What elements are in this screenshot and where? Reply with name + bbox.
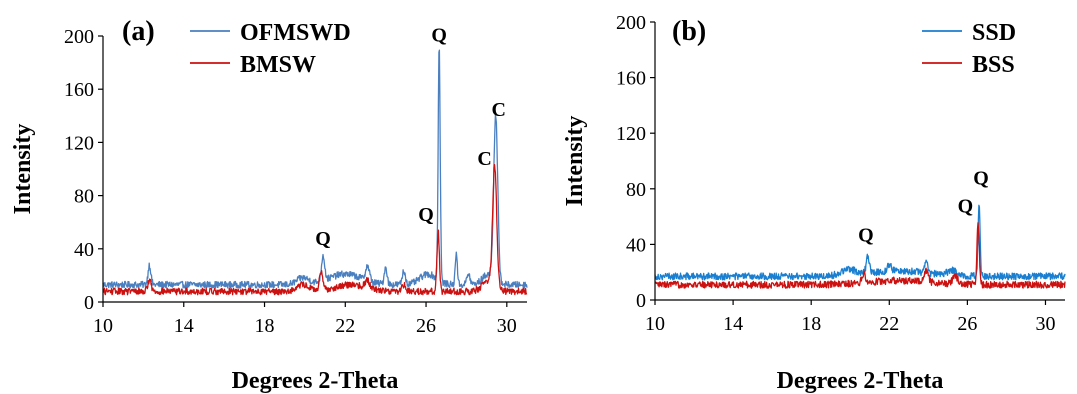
peak-annotation: Q (418, 204, 434, 226)
legend-label: OFMSWD (240, 20, 351, 46)
series-line-ssd (654, 204, 1066, 281)
x-tick-label: 18 (255, 315, 275, 337)
x-tick-label: 22 (879, 313, 899, 335)
y-tick-label: 160 (64, 79, 94, 101)
legend-label: BSS (972, 52, 1015, 78)
y-tick-label: 120 (616, 123, 646, 145)
peak-annotation: Q (973, 168, 989, 190)
peak-annotation: Q (431, 24, 447, 46)
panel-b-chart: 0 40 80 120 160 200 10 14 18 22 26 30 Degrees 2-Thet… (562, 12, 1066, 394)
y-tick-label: 200 (64, 26, 94, 48)
y-tick-label: 80 (626, 179, 646, 201)
series-line-ofmswd (102, 49, 528, 289)
y-tick-label: 0 (636, 290, 646, 312)
peak-annotation: C (492, 99, 506, 121)
x-tick-label: 26 (416, 315, 436, 337)
y-tick-label: 40 (626, 234, 646, 256)
y-tick-label: 200 (616, 12, 646, 34)
x-tick-label: 14 (174, 315, 194, 337)
x-axis-title: Degrees 2-Theta (232, 368, 399, 394)
x-tick-label: 14 (723, 313, 743, 335)
series-line-bss (654, 222, 1066, 289)
x-axis-title: Degrees 2-Theta (777, 368, 944, 394)
x-tick-label: 22 (335, 315, 355, 337)
x-tick-label: 10 (93, 315, 113, 337)
x-tick-label: 18 (801, 313, 821, 335)
peak-annotation: Q (958, 195, 974, 217)
y-axis-title: Intensity (562, 116, 588, 207)
peak-annotation: C (477, 148, 491, 170)
legend-label: BMSW (240, 52, 316, 78)
y-tick-label: 40 (74, 239, 94, 261)
y-tick-label: 80 (74, 186, 94, 208)
x-tick-label: 30 (1035, 313, 1055, 335)
x-tick-label: 30 (497, 315, 517, 337)
panel-label: (b) (672, 16, 706, 47)
x-tick-label: 26 (957, 313, 977, 335)
y-axis-title: Intensity (10, 124, 36, 215)
y-tick-label: 160 (616, 68, 646, 90)
peak-annotation: Q (315, 228, 331, 250)
x-tick-label: 10 (645, 313, 665, 335)
legend-label: SSD (972, 20, 1016, 46)
panel-label: (a) (122, 16, 155, 47)
peak-annotation: Q (858, 225, 874, 247)
series-line-bmsw (102, 163, 528, 296)
panel-a-chart: 0 40 80 120 160 200 10 14 18 22 26 30 Degrees 2-Thet… (10, 16, 528, 394)
y-tick-label: 0 (84, 292, 94, 314)
y-tick-label: 120 (64, 132, 94, 154)
